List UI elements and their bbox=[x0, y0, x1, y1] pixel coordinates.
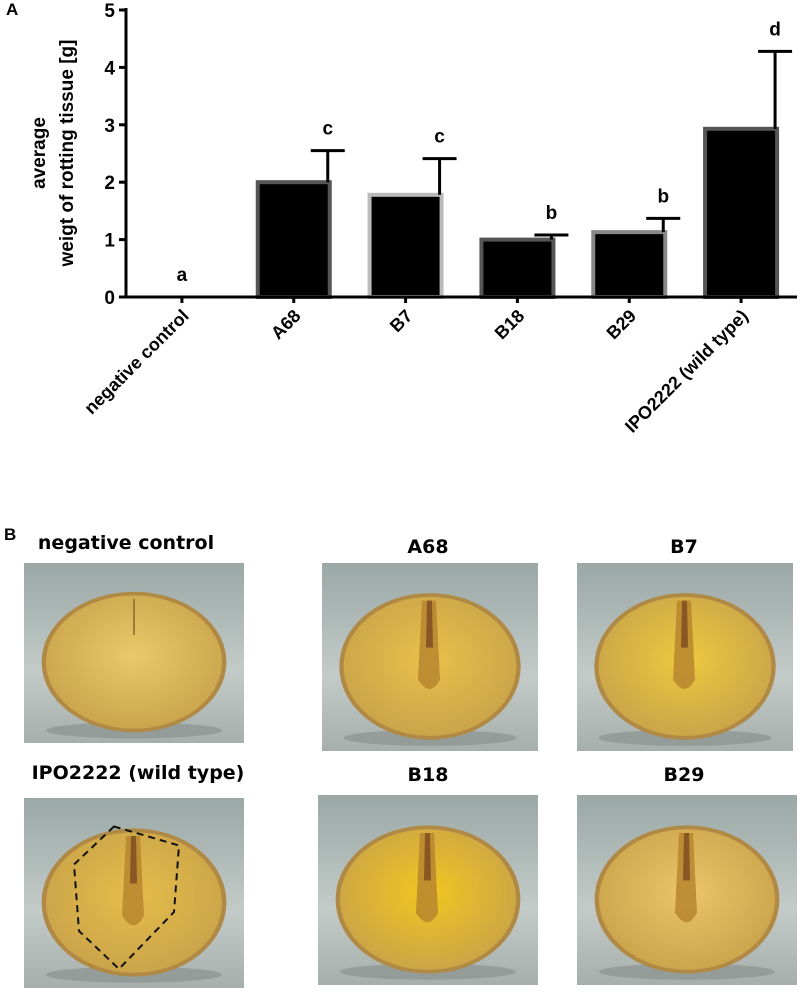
y-tick-label-2: 2 bbox=[104, 173, 115, 194]
axes-group bbox=[119, 8, 797, 303]
potato-photo-3 bbox=[24, 798, 244, 988]
x-tick-label-0: negative control bbox=[80, 306, 192, 418]
bar-chart: a negative control c A68 c B7 b B18 b B29 d IPO2222… bbox=[29, 1, 797, 437]
potato-photo-1 bbox=[322, 563, 538, 751]
bar-1 bbox=[255, 180, 332, 299]
significance-letter-0: a bbox=[177, 265, 188, 286]
significance-letter-4: b bbox=[657, 186, 669, 207]
x-tick-label-5: IPO2222 (wild type) bbox=[621, 306, 752, 437]
x-tick-label-4: B29 bbox=[603, 306, 640, 343]
photo-title-4: B18 bbox=[407, 764, 449, 786]
potato-photo-0 bbox=[24, 563, 244, 743]
significance-letter-3: b bbox=[546, 203, 558, 224]
photo-title-3: IPO2222 (wild type) bbox=[31, 762, 245, 784]
photo-title-5: B29 bbox=[663, 764, 705, 786]
x-tick-label-2: B7 bbox=[386, 306, 416, 336]
potato-photo-4 bbox=[318, 795, 538, 985]
bar-3 bbox=[479, 237, 556, 300]
y-axis-label-line2: weigt of rotting tissue [g] bbox=[57, 40, 78, 268]
significance-letter-1: c bbox=[322, 119, 333, 140]
y-tick-label-0: 0 bbox=[104, 288, 115, 309]
significance-letter-5: d bbox=[769, 19, 781, 40]
bar-2 bbox=[367, 192, 444, 299]
y-tick-label-5: 5 bbox=[104, 1, 115, 22]
photo-title-1: A68 bbox=[407, 536, 449, 558]
panel-b-letter: B bbox=[4, 525, 17, 544]
photo-title-0: negative control bbox=[37, 532, 215, 554]
bar-5 bbox=[703, 126, 780, 299]
y-tick-label-1: 1 bbox=[104, 231, 115, 252]
x-tick-label-1: A68 bbox=[267, 306, 304, 343]
potato-photo-2 bbox=[577, 563, 793, 751]
y-tick-label-3: 3 bbox=[104, 116, 115, 137]
panel-a-letter: A bbox=[6, 0, 19, 19]
y-axis-label-line1: average bbox=[29, 117, 50, 189]
bar-4 bbox=[591, 230, 668, 299]
x-tick-label-3: B18 bbox=[491, 306, 528, 343]
photo-title-2: B7 bbox=[670, 536, 698, 558]
significance-letter-2: c bbox=[434, 127, 445, 148]
bars-group bbox=[255, 126, 780, 300]
y-tick-label-4: 4 bbox=[104, 58, 115, 79]
potato-photo-5 bbox=[577, 795, 797, 985]
error-bars-group bbox=[310, 49, 793, 240]
